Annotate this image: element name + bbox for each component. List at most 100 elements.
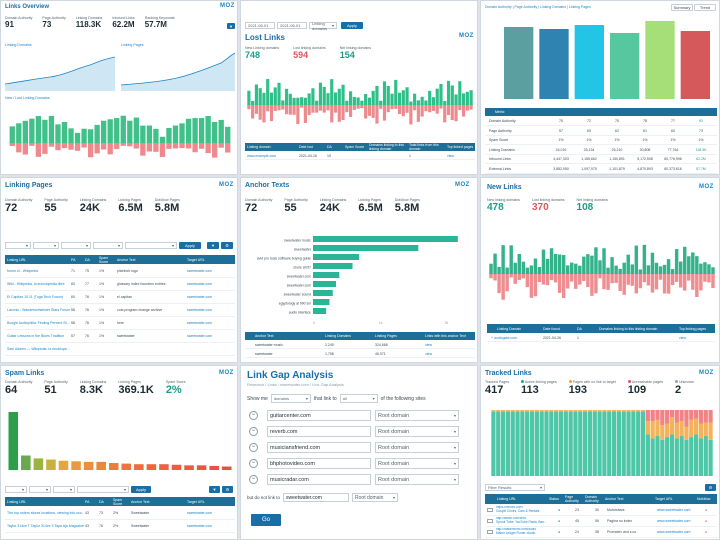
row-checkbox[interactable] (487, 519, 493, 523)
table-row[interactable]: sweetwater 1,758 46,071 view (245, 350, 475, 358)
table-row[interactable]: www.example.com 2021-04-16 19 1 view (245, 152, 475, 160)
nolink-segment (510, 410, 515, 412)
filter-select-4[interactable] (93, 242, 123, 249)
table-row[interactable]: https://remico.com/ Gospel Choirs, Cars … (485, 505, 717, 516)
table-row[interactable]: El Capitan 10.11 (Tuga Tech Forum) 60 76 1%… (5, 291, 235, 304)
row-checkbox[interactable] (487, 508, 493, 512)
tab-summary[interactable]: Summary (671, 4, 693, 11)
metrics-row: Domain Authority 91 Page Authority 73 Link… (5, 16, 175, 29)
match-select[interactable]: all (339, 394, 378, 403)
date-from-input[interactable]: 2021-05-01 (245, 22, 275, 29)
lost-bar (687, 274, 691, 281)
filter-select-3[interactable] (53, 486, 75, 493)
settings-button[interactable]: ⚙ (222, 486, 233, 493)
nolink-segment (505, 410, 511, 412)
entity-select[interactable]: domains (270, 394, 311, 403)
new-bar (356, 97, 360, 105)
table-row[interactable]: sweetwater music 2,245 324,668 view (245, 341, 475, 349)
lost-bar (382, 105, 387, 121)
date-to-input[interactable]: 2021-06-01 (277, 22, 307, 29)
lost-bar (590, 274, 594, 296)
lost-bar (159, 143, 166, 157)
metric-label: Linking Domains (75, 16, 103, 20)
lost-bar (565, 274, 570, 289)
competitor-input[interactable]: reverb.com (267, 426, 371, 437)
linking-domains-area-chart (5, 56, 115, 91)
table-row[interactable]: The top orders stores locations, viewing… (5, 507, 235, 520)
competitor-input[interactable]: musicradar.com (267, 474, 371, 485)
filter-select-5[interactable] (125, 242, 177, 249)
filter-select[interactable]: Linking domains (309, 21, 337, 31)
filter-select-2[interactable] (29, 486, 51, 493)
tab-trend[interactable]: Trend (694, 4, 716, 11)
lost-bar (614, 274, 618, 283)
competitor-input[interactable]: bhphotovideo.com (267, 458, 371, 469)
settings-button[interactable]: ⚙ (221, 242, 233, 249)
lost-bar (269, 105, 274, 122)
active-segment (549, 411, 554, 476)
lost-bar (650, 274, 655, 293)
apply-button[interactable]: Apply (341, 22, 363, 29)
filter-select-1[interactable] (5, 242, 31, 249)
lost-bar (107, 143, 113, 155)
scope-select[interactable]: Root domain (375, 410, 459, 421)
spam-bar (108, 463, 119, 470)
target-input[interactable]: sweetwater.com (283, 493, 350, 502)
filter-select-3[interactable] (61, 242, 91, 249)
lost-bar (281, 105, 285, 110)
lost-bar (658, 274, 663, 280)
lost-bar (439, 105, 443, 109)
go-button[interactable]: Go (251, 514, 281, 526)
new-bar (557, 254, 562, 274)
scope-select[interactable]: Root domain (375, 442, 459, 453)
new-bar (683, 246, 687, 274)
competitor-input[interactable]: musiciansfriend.com (267, 442, 371, 453)
apply-button[interactable]: Apply (131, 486, 151, 493)
table-row[interactable]: + audiogate.com 2021-04-26 1 view (487, 334, 715, 342)
scope-select[interactable]: Root domain (375, 458, 459, 469)
remove-site-icon[interactable]: − (249, 459, 258, 468)
download-button[interactable]: ▼ (207, 242, 219, 249)
row-checkbox[interactable] (487, 530, 493, 534)
target-scope-select[interactable]: Root domain (352, 493, 399, 502)
table-row[interactable]: Taylor 314ce T Taylor 314ce 3 Tapa Aja M… (5, 520, 235, 533)
summary-bar (610, 33, 640, 99)
filter-select-1[interactable] (5, 486, 27, 493)
unreachable-segment (655, 410, 660, 420)
table-row[interactable]: http://twitch.com/cmd Sprout Tube: YouTu… (485, 516, 717, 527)
filter-select-4[interactable] (77, 486, 129, 493)
remove-site-icon[interactable]: − (249, 443, 258, 452)
download-button[interactable]: ▼ (209, 486, 220, 493)
table-row[interactable]: Wiki - Wikipedia, la enciclopedia libre 6… (5, 278, 235, 291)
table-row[interactable]: Laconic - Wanderschwester Stars Forum 58 7… (5, 304, 235, 317)
moz-logo: MOZ (699, 370, 714, 376)
table-row[interactable]: Guitar Lessons in the Blues Tradition 57 7… (5, 330, 235, 343)
lost-bar (428, 105, 432, 113)
remove-site-icon[interactable]: − (249, 475, 258, 484)
metric-tabs[interactable]: Domain Authority | Page Authority | Link… (485, 5, 591, 9)
spam-bar (8, 412, 19, 470)
metric-value: 91 (5, 20, 14, 29)
filter-select-2[interactable] (33, 242, 59, 249)
status-icon: ● (557, 508, 561, 512)
table-row[interactable]: http://makerworld.com/audio Maker Ledger… (485, 527, 717, 538)
lost-bar (666, 274, 671, 294)
metric-label: New Linking domains (245, 46, 280, 50)
apply-button[interactable]: Apply (179, 242, 201, 249)
metric-label: New linking domains (487, 198, 520, 202)
remove-site-icon[interactable]: − (249, 411, 258, 420)
new-bar (674, 249, 679, 274)
remove-site-icon[interactable]: − (249, 427, 258, 436)
scope-select[interactable]: Root domain (375, 426, 459, 437)
new-bar (469, 90, 473, 105)
scope-select[interactable]: Root domain (375, 474, 459, 485)
settings-button[interactable]: ⚙ (705, 484, 716, 491)
export-button[interactable]: ▼ (227, 23, 235, 29)
competitor-input[interactable]: guitarcenter.com (267, 410, 371, 421)
table-row[interactable]: Boogie Audiophilia: Finding Percent Ster… (5, 317, 235, 330)
filter-results-select[interactable]: Filter Results (485, 484, 545, 491)
table-row[interactable]: Sam Adams — Wikipedia, la enciclopedia (5, 343, 235, 356)
lost-bar (420, 105, 424, 117)
lost-bar (386, 105, 390, 113)
table-row[interactable]: forum.nl - Wikipedia 71 75 1% pitchfork logo… (5, 265, 235, 278)
